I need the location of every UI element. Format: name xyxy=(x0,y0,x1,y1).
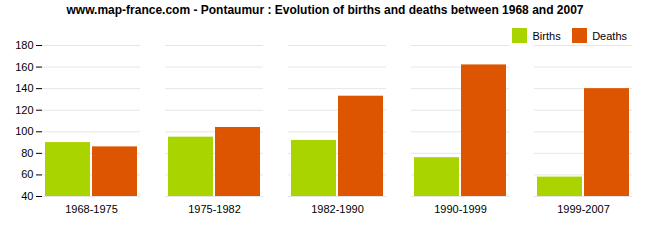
svg-text:80: 80 xyxy=(21,147,33,159)
svg-text:1975-1982: 1975-1982 xyxy=(188,203,241,215)
svg-text:140: 140 xyxy=(15,82,33,94)
svg-text:120: 120 xyxy=(15,104,33,116)
svg-text:160: 160 xyxy=(15,61,33,73)
svg-text:100: 100 xyxy=(15,125,33,137)
svg-text:1999-2007: 1999-2007 xyxy=(557,203,610,215)
svg-text:1982-1990: 1982-1990 xyxy=(311,203,364,215)
svg-text:40: 40 xyxy=(21,190,33,202)
html-text:Deaths: Deaths xyxy=(592,29,627,42)
html-text:www.map-france.com - Pontaumur: www.map-france.com - Pontaumur : Evoluti… xyxy=(66,3,584,17)
html-text:Births: Births xyxy=(532,29,561,42)
svg-text:60: 60 xyxy=(21,168,33,180)
svg-text:1968-1975: 1968-1975 xyxy=(65,203,118,215)
svg-text:180: 180 xyxy=(15,39,33,51)
svg-text:1990-1999: 1990-1999 xyxy=(434,203,487,215)
